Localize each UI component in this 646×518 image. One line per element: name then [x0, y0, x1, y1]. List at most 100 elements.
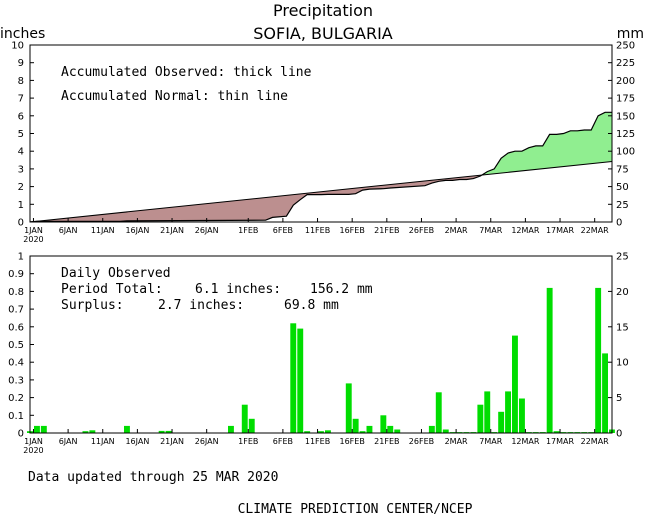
y2-tick-label: 15	[616, 322, 629, 333]
accumulated-panel: 0 1 2 3 4 5 6 7 8 9 10 0 25 50 75 100 125 150 175 200 225 25…	[11, 41, 635, 245]
daily-bar	[89, 430, 96, 433]
x-tick-label: 22MAR	[581, 226, 610, 235]
x-tick-label: 21JAN	[160, 226, 184, 235]
x-tick-label: 6FEB	[273, 437, 293, 446]
daily-bar	[477, 404, 484, 433]
accumulated-normal-line	[29, 161, 613, 223]
y2-tick-label: 25	[616, 200, 629, 211]
y2-tick-label: 125	[616, 129, 635, 140]
y2-tick-label: 100	[616, 147, 635, 158]
accumulated-observed-line	[29, 111, 612, 223]
y-tick-label: 6	[18, 111, 24, 122]
x-tick-label: 21FEB	[374, 437, 399, 446]
x-tick-label: 11JAN	[91, 437, 115, 446]
daily-bar	[602, 353, 608, 433]
surplus-inches: 2.7 inches:	[158, 298, 244, 313]
y-tick-label: 0	[18, 429, 24, 440]
y2-tick-label: 25	[616, 252, 629, 263]
x-tick-label: 16FEB	[340, 226, 365, 235]
y-tick-label: 4	[18, 147, 24, 158]
data-updated-note: Data updated through 25 MAR 2020	[28, 470, 278, 485]
y2-tick-label: 0	[616, 429, 622, 440]
x-tick-label: 6FEB	[273, 226, 293, 235]
x-tick-label: 12MAR	[511, 226, 540, 235]
daily-bar	[228, 425, 234, 433]
x-tick-label: 16JAN	[125, 437, 149, 446]
y2-tick-label: 200	[616, 76, 635, 87]
daily-bar	[380, 415, 387, 433]
x-tick-label: 1FEB	[238, 226, 258, 235]
x-tick-label: 21FEB	[374, 226, 399, 235]
daily-bar	[325, 430, 331, 433]
daily-bar	[505, 391, 511, 433]
y2-tick-label: 75	[616, 164, 629, 175]
daily-bar	[165, 430, 172, 433]
x-tick-label: 26JAN	[195, 437, 219, 446]
y-tick-label: 1	[18, 200, 24, 211]
y-tick-label: 0.7	[8, 305, 24, 316]
surplus-label: Surplus:	[61, 298, 124, 313]
y2-tick-label: 0	[616, 218, 622, 229]
x-tick-label: 26JAN	[195, 226, 219, 235]
x-tick-label: 16FEB	[340, 437, 365, 446]
y-tick-label: 0	[18, 218, 24, 229]
y-tick-label: 0.4	[8, 358, 24, 369]
daily-panel: 0 0.1 0.2 0.3 0.4 0.5 0.6 0.7 0.8 0.9 1 0 5 10 15 20 25…	[8, 252, 629, 456]
daily-bar	[34, 425, 40, 433]
daily-bar	[359, 431, 366, 433]
x-tick-label: 11JAN	[91, 226, 115, 235]
daily-bar	[595, 287, 602, 433]
chart-title: Precipitation	[273, 1, 373, 20]
daily-bar	[158, 430, 165, 433]
y-tick-label: 7	[18, 94, 24, 105]
x-tick-label: 26FEB	[409, 437, 434, 446]
y-tick-label: 8	[18, 76, 24, 87]
daily-bar	[498, 411, 505, 433]
daily-bar	[248, 418, 255, 433]
x-tick-label: 1JAN	[24, 437, 43, 446]
daily-bar	[345, 383, 352, 433]
y-tick-label: 2	[18, 182, 24, 193]
y2-tick-label: 250	[616, 41, 635, 52]
x-tick-label: 6JAN	[59, 226, 78, 235]
y-tick-label: 0.8	[8, 287, 24, 298]
x-year-label: 2020	[23, 235, 43, 244]
daily-bar	[519, 398, 525, 433]
daily-bar	[82, 431, 89, 433]
x-tick-label: 2MAR	[445, 226, 468, 235]
daily-bar	[352, 418, 359, 433]
y-tick-label: 0.3	[8, 375, 24, 386]
y-tick-label: 5	[18, 129, 24, 140]
period-total-label: Period Total:	[61, 282, 163, 297]
left-unit-label: inches	[0, 26, 45, 42]
x-tick-label: 7MAR	[479, 437, 502, 446]
x-tick-label: 17MAR	[546, 226, 575, 235]
y-tick-label: 9	[18, 58, 24, 69]
period-total-mm: 156.2 mm	[310, 282, 373, 297]
period-total-inches: 6.1 inches:	[195, 282, 281, 297]
y-tick-label: 0.9	[8, 269, 24, 280]
daily-bar	[435, 392, 442, 433]
daily-bar	[304, 431, 311, 433]
y2-tick-label: 175	[616, 94, 635, 105]
daily-bar	[318, 431, 324, 433]
x-tick-label: 17MAR	[546, 437, 575, 446]
daily-bar	[241, 404, 248, 433]
daily-bar	[124, 425, 130, 433]
x-tick-label: 1FEB	[238, 437, 258, 446]
daily-bar	[40, 425, 47, 433]
daily-bar	[546, 287, 553, 433]
y2-tick-label: 10	[616, 358, 629, 369]
y-tick-label: 10	[11, 41, 24, 52]
x-tick-label: 11FEB	[305, 226, 330, 235]
x-tick-label: 2MAR	[445, 437, 468, 446]
daily-bar	[428, 425, 435, 433]
x-tick-label: 7MAR	[479, 226, 502, 235]
daily-bar	[394, 429, 401, 433]
right-unit-label: mm	[617, 26, 644, 42]
chart-subtitle: SOFIA, BULGARIA	[253, 24, 393, 43]
daily-bar	[484, 391, 491, 433]
y2-tick-label: 5	[616, 393, 622, 404]
y2-tick-label: 225	[616, 58, 635, 69]
